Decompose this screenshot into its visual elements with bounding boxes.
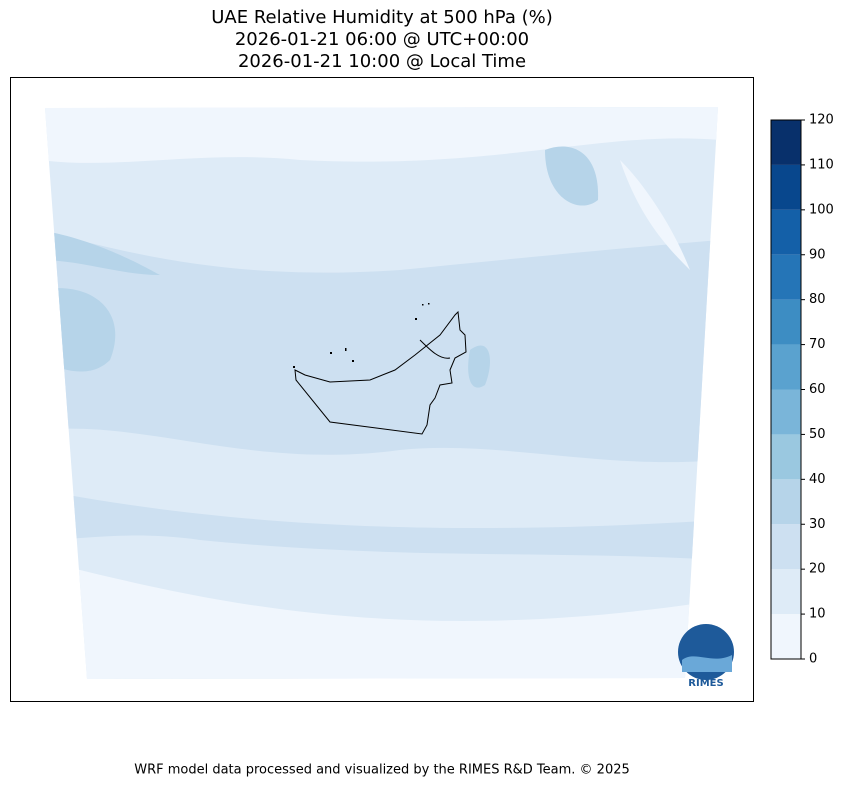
colorbar-band — [771, 524, 801, 570]
uae-border — [419, 339, 451, 359]
colorbar-band — [771, 434, 801, 480]
islands — [293, 303, 430, 368]
colorbar-tick-label: 60 — [809, 382, 826, 397]
logo-text: RIMES — [688, 678, 723, 689]
uae-border — [294, 310, 467, 435]
field-band — [45, 107, 718, 163]
map — [10, 77, 754, 702]
footer: WRF model data processed and visualized … — [134, 763, 630, 778]
title-line: 2026-01-21 06:00 @ UTC+00:00 — [235, 29, 529, 50]
colorbar-tick-label: 90 — [809, 247, 826, 262]
colorbar-band — [771, 254, 801, 300]
colorbar-band — [771, 299, 801, 345]
colorbar-band — [771, 120, 801, 165]
colorbar-band — [771, 344, 801, 390]
logo: RIMES — [678, 624, 734, 689]
colorbar-tick-label: 110 — [809, 157, 834, 172]
title-line: 2026-01-21 10:00 @ Local Time — [238, 51, 526, 72]
colorbar-band — [771, 479, 801, 525]
colorbar-tick-label: 10 — [809, 607, 826, 622]
colorbar-band — [771, 389, 801, 435]
colorbar-tick-label: 20 — [809, 562, 826, 577]
colorbar-tick-label: 0 — [809, 652, 817, 667]
colorbar-tick-label: 100 — [809, 202, 834, 217]
colorbar-band — [771, 164, 801, 210]
colorbar-band — [771, 614, 801, 659]
colorbar-tick-label: 120 — [809, 113, 834, 128]
logo-wave — [682, 655, 732, 672]
field-band — [45, 230, 160, 275]
colorbar-tick-label: 30 — [809, 517, 826, 532]
title-line: UAE Relative Humidity at 500 hPa (%) — [211, 7, 552, 28]
field-band — [468, 345, 490, 388]
field-band — [620, 160, 690, 270]
colorbar-tick-label: 70 — [809, 337, 826, 352]
field-band — [545, 146, 599, 206]
field-band — [45, 230, 718, 463]
field-band — [45, 560, 718, 679]
colorbar-tick-label: 50 — [809, 427, 826, 442]
colorbar-band — [771, 569, 801, 615]
colorbar-band — [771, 209, 801, 255]
field-band — [45, 490, 718, 560]
colorbar: 0 10 20 30 40 50 60 70 80 90 100 110 120 — [770, 113, 834, 667]
humidity-field — [45, 107, 718, 679]
colorbar-tick-label: 40 — [809, 472, 826, 487]
colorbar-tick-label: 80 — [809, 292, 826, 307]
